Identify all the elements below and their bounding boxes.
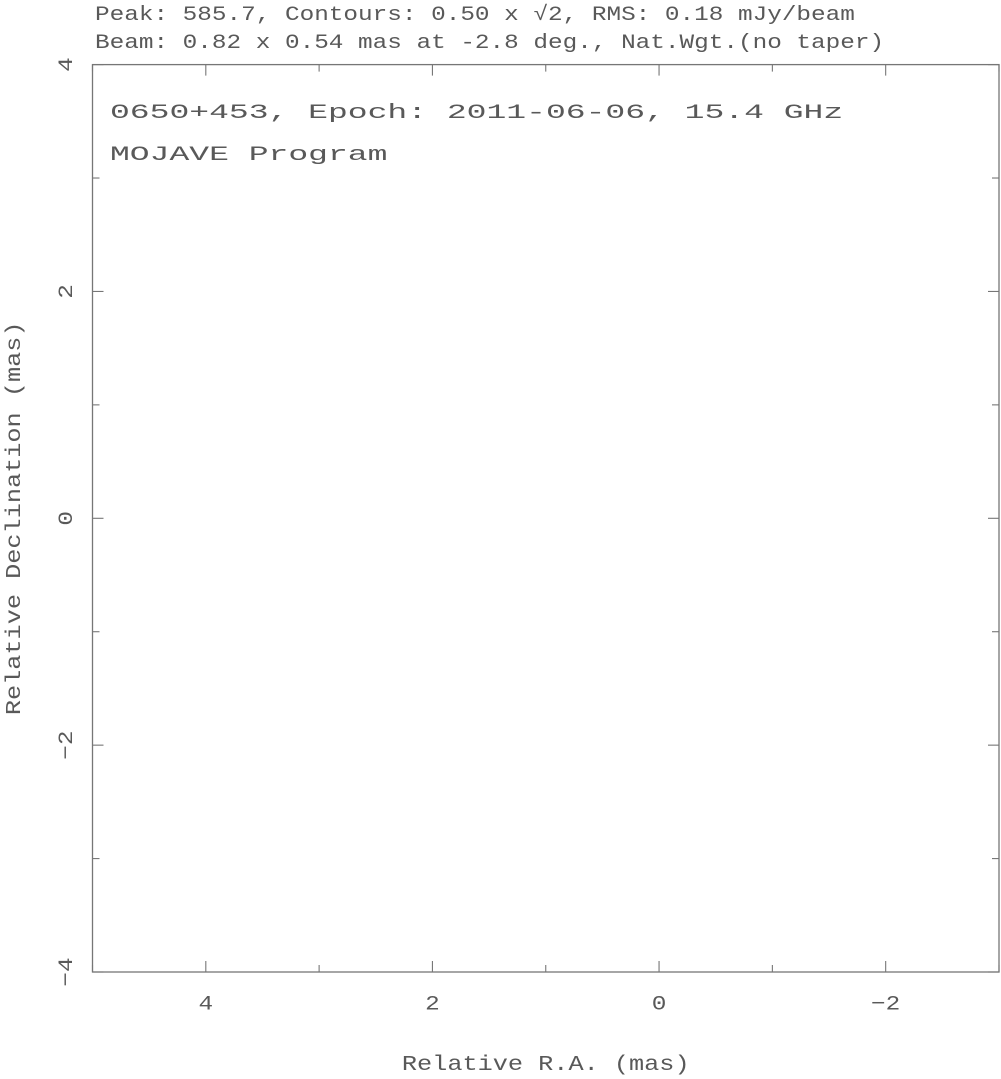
- svg-text:0650+453, Epoch: 2011-06-06, 1: 0650+453, Epoch: 2011-06-06, 15.4 GHz: [110, 102, 843, 125]
- svg-text:2: 2: [55, 284, 79, 299]
- svg-text:−2: −2: [871, 992, 900, 1016]
- svg-text:2: 2: [425, 992, 440, 1016]
- svg-text:4: 4: [198, 992, 213, 1016]
- svg-text:Relative Declination (mas): Relative Declination (mas): [3, 321, 28, 715]
- svg-text:Peak: 585.7, Contours: 0.50 x: Peak: 585.7, Contours: 0.50 x √2, RMS: 0…: [95, 3, 855, 27]
- svg-text:MOJAVE Program: MOJAVE Program: [110, 144, 387, 167]
- svg-text:−4: −4: [55, 957, 79, 986]
- svg-text:−2: −2: [55, 731, 79, 760]
- svg-text:4: 4: [55, 57, 79, 72]
- svg-text:Relative R.A. (mas): Relative R.A. (mas): [402, 1053, 690, 1078]
- svg-text:0: 0: [652, 992, 667, 1016]
- svg-text:0: 0: [55, 511, 79, 526]
- svg-text:Beam: 0.82 x 0.54 mas at -2.8: Beam: 0.82 x 0.54 mas at -2.8 deg., Nat.…: [95, 31, 884, 55]
